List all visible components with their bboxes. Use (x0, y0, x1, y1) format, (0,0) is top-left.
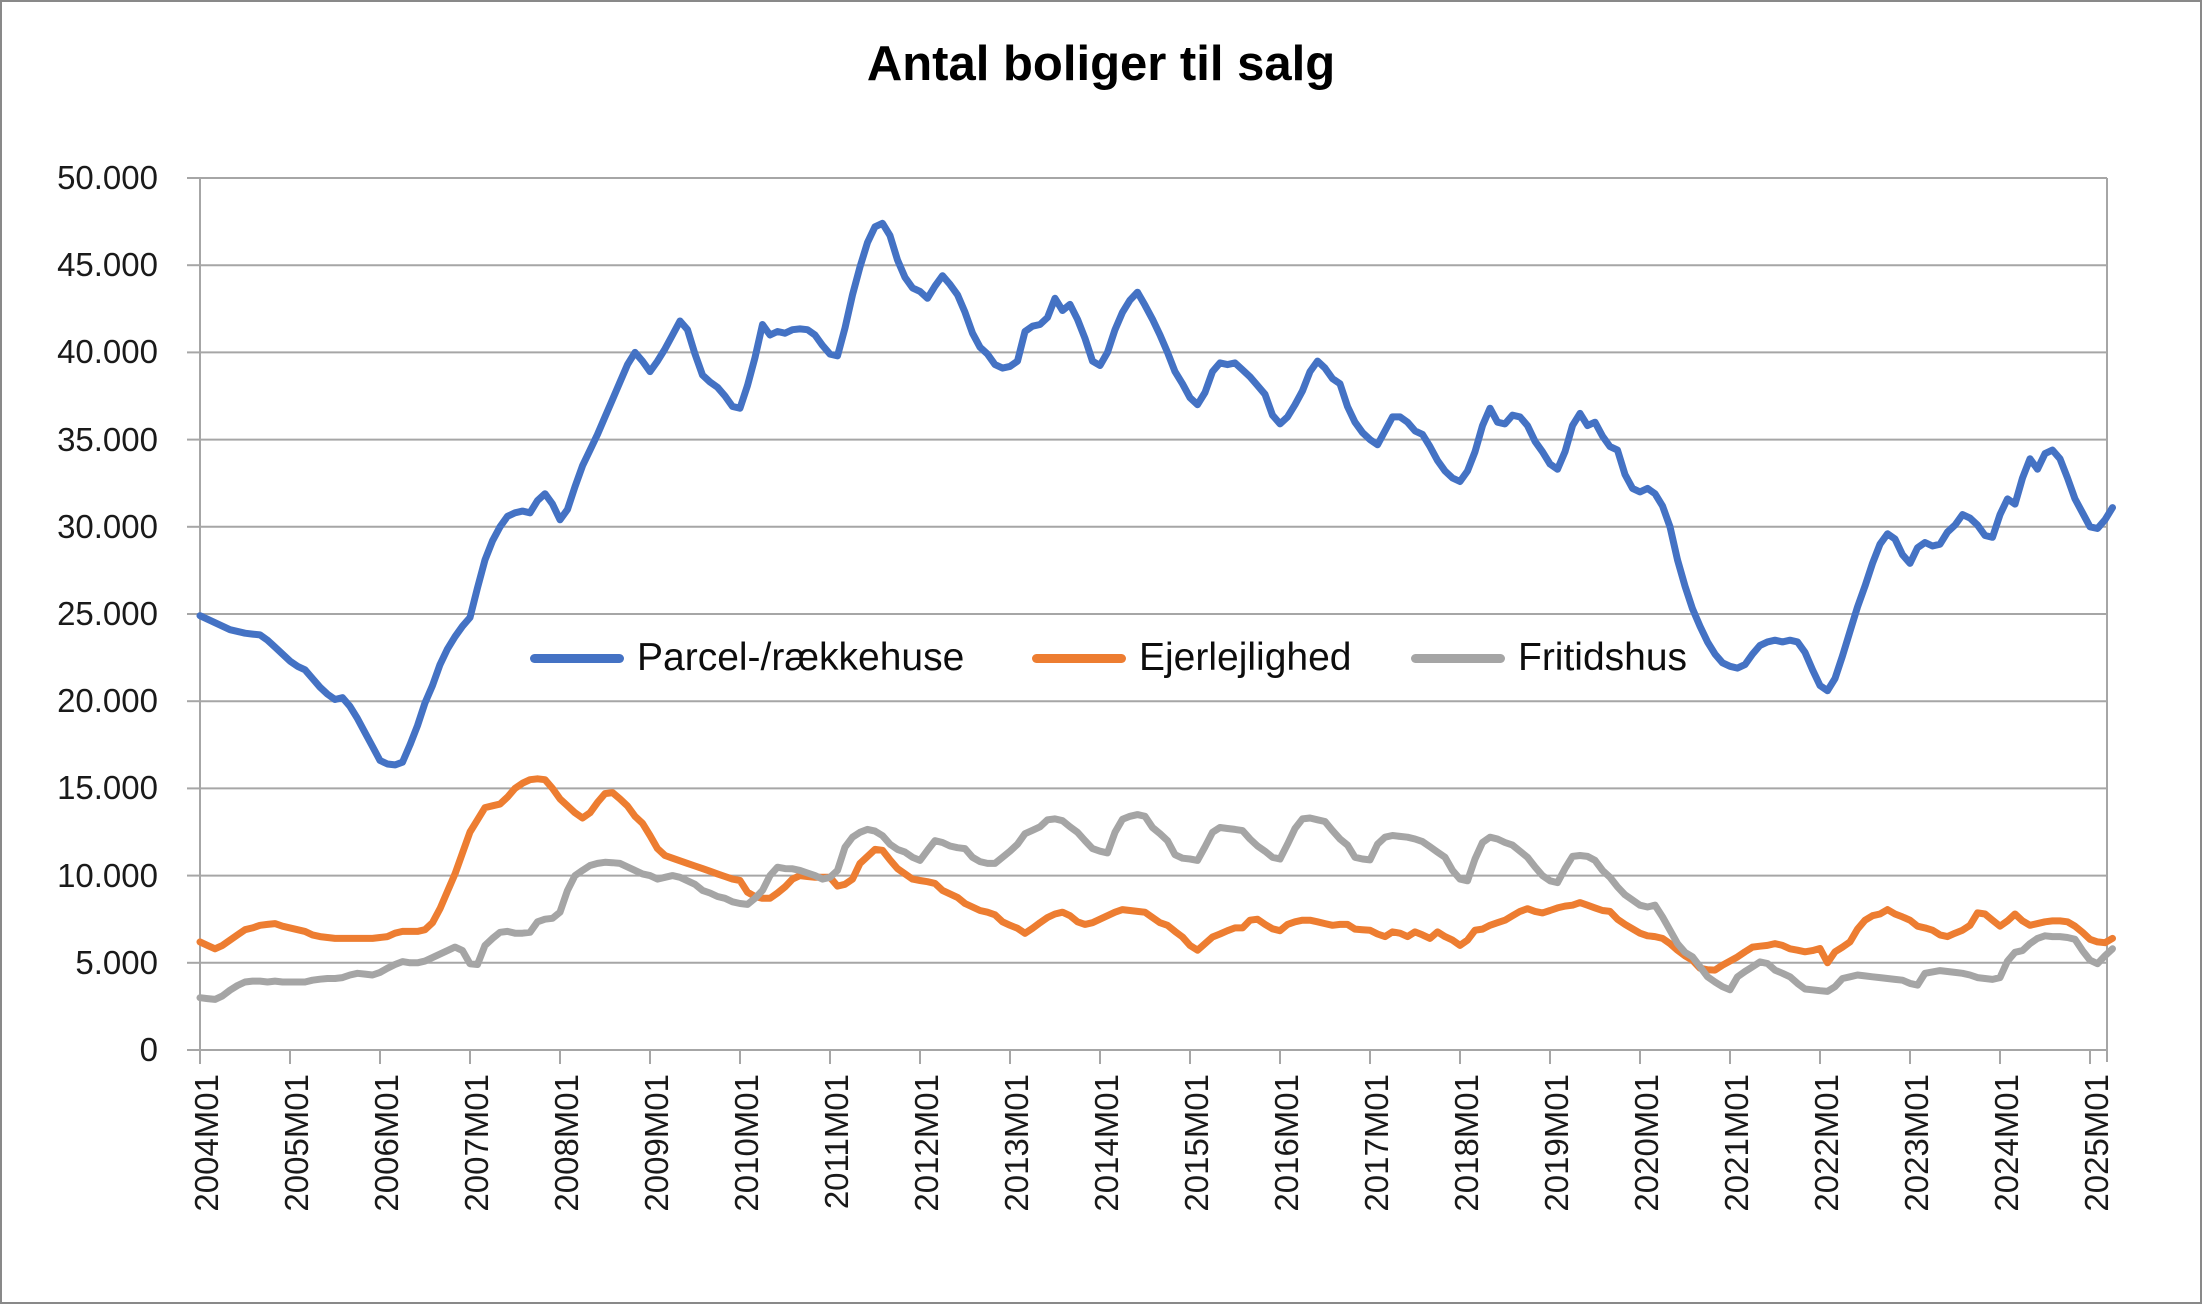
legend-swatch-icon (1411, 653, 1505, 663)
x-tick-label: 2015M01 (1178, 1074, 1215, 1212)
x-tick-label: 2018M01 (1448, 1074, 1485, 1212)
y-tick-label: 40.000 (57, 333, 158, 371)
x-tick-label: 2005M01 (278, 1074, 315, 1212)
legend-item-parcel-r-kkehuse: Parcel-/rækkehuse (530, 634, 964, 682)
legend-item-fritidshus: Fritidshus (1411, 634, 1687, 682)
y-tick-label: 0 (139, 1031, 158, 1068)
x-tick-label: 2013M01 (998, 1074, 1035, 1212)
y-tick-label: 15.000 (57, 769, 158, 807)
x-tick-label: 2020M01 (1628, 1074, 1665, 1212)
x-tick-label: 2008M01 (548, 1074, 585, 1212)
x-tick-label: 2011M01 (818, 1074, 855, 1210)
y-tick-label: 30.000 (57, 507, 158, 545)
x-tick-label: 2024M01 (1988, 1074, 2025, 1212)
legend-label: Fritidshus (1518, 636, 1688, 679)
x-tick-label: 2016M01 (1268, 1074, 1305, 1212)
x-tick-label: 2023M01 (1898, 1074, 1935, 1212)
x-tick-label: 2007M01 (458, 1074, 495, 1212)
y-tick-label: 20.000 (57, 682, 158, 720)
x-tick-label: 2014M01 (1088, 1074, 1125, 1212)
series-line-ejerlejlighed (196, 775, 2116, 974)
y-tick-label: 5.000 (75, 943, 158, 981)
y-tick-label: 35.000 (57, 420, 158, 458)
y-tick-label: 25.000 (57, 595, 158, 632)
legend-label: Parcel-/rækkehuse (637, 636, 965, 679)
legend-label: Ejerlejlighed (1139, 636, 1352, 679)
legend-item-ejerlejlighed: Ejerlejlighed (1032, 634, 1351, 682)
x-tick-label: 2004M01 (188, 1074, 225, 1212)
y-tick-label: 10.000 (57, 856, 158, 894)
y-tick-label: 45.000 (57, 246, 158, 284)
chart-title: Antal boliger til salg (866, 37, 1336, 91)
x-tick-label: 2022M01 (1808, 1074, 1845, 1212)
x-tick-label: 2021M01 (1718, 1074, 1755, 1212)
x-tick-label: 2025M01 (2078, 1074, 2115, 1212)
y-tick-label: 50.000 (57, 159, 158, 196)
legend-swatch-icon (530, 653, 624, 663)
series-line-fritidshus (196, 811, 2116, 1003)
x-tick-label: 2019M01 (1538, 1074, 1575, 1212)
x-tick-label: 2009M01 (638, 1074, 675, 1212)
series-line-parcel-r-kkehuse (196, 219, 2116, 769)
legend-swatch-icon (1032, 653, 1126, 663)
x-tick-label: 2012M01 (908, 1074, 945, 1212)
x-tick-label: 2017M01 (1358, 1074, 1395, 1212)
x-tick-label: 2010M01 (728, 1074, 765, 1212)
x-tick-label: 2006M01 (368, 1074, 405, 1212)
